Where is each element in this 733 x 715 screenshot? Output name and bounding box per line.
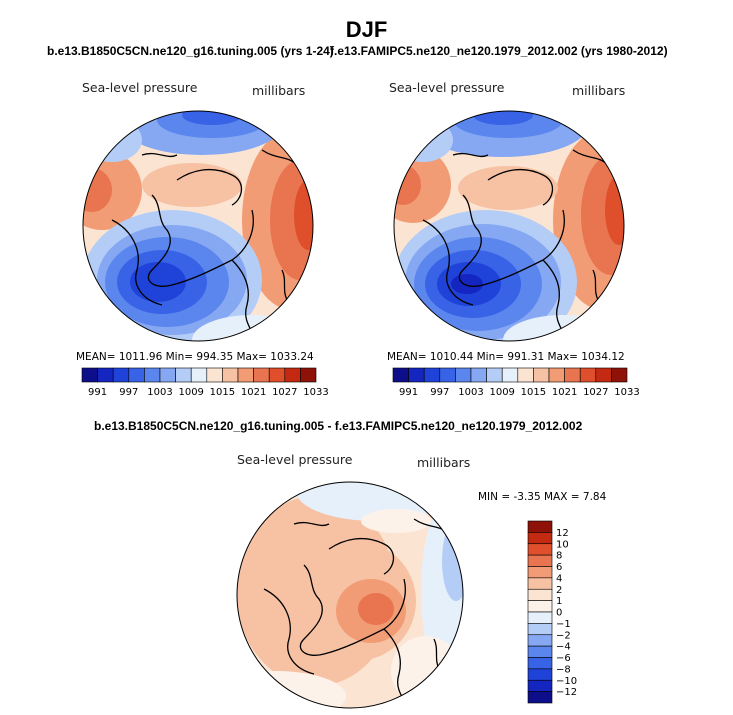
- left-colorbar-tick-label: 1033: [303, 387, 328, 398]
- right-colorbar-box: [470, 367, 487, 383]
- figure-title: DJF: [345, 17, 388, 42]
- diff-colorbar-box: [527, 600, 553, 613]
- left-colorbar-tick-label: 991: [88, 387, 107, 398]
- right-stats: MEAN= 1010.44 Min= 991.31 Max= 1034.12: [387, 351, 625, 363]
- left-variable-label: Sea-level pressure: [82, 80, 198, 95]
- diff-colorbar-box: [527, 657, 553, 670]
- right-colorbar-box: [579, 367, 597, 383]
- right-polar-map: [393, 110, 625, 342]
- right-colorbar-box: [517, 367, 534, 383]
- right-colorbar-box: [408, 367, 425, 383]
- diff-colorbar-tick-label: 0: [556, 608, 562, 619]
- right-colorbar-tick-label: 1003: [458, 387, 483, 398]
- left-colorbar-box: [284, 367, 301, 383]
- diff-colorbar-box: [527, 691, 553, 704]
- left-colorbar-box: [222, 367, 239, 383]
- diff-colorbar-box: [527, 623, 553, 636]
- right-colorbar-tick-label: 1027: [583, 387, 608, 398]
- right-colorbar: 991 997 1003 1009 1015 1021 1027 1033: [392, 367, 640, 398]
- diff-units-label: millibars: [417, 455, 471, 470]
- diff-colorbar-tick-label: 8: [556, 551, 562, 562]
- left-colorbar-box: [81, 367, 98, 383]
- left-colorbar-box: [237, 367, 254, 383]
- right-colorbar-box: [486, 367, 503, 383]
- left-colorbar-box: [300, 367, 317, 383]
- left-colorbar-tick-label: 1015: [210, 387, 235, 398]
- left-colorbar-tick-label: 1027: [272, 387, 297, 398]
- left-colorbar: 991 997 1003 1009 1015 1021 1027 1033: [81, 367, 329, 398]
- diff-colorbar-box: [527, 566, 553, 579]
- diff-variable-label: Sea-level pressure: [237, 452, 353, 467]
- diff-colorbar-box: [527, 588, 553, 601]
- right-panel-title: f.e13.FAMIPC5.ne120_ne120.1979_2012.002 …: [330, 44, 668, 58]
- diff-colorbar-tick-label: −12: [556, 687, 577, 698]
- left-colorbar-tick-label: 997: [119, 387, 138, 398]
- right-colorbar-box: [392, 367, 409, 383]
- right-colorbar-tick-label: 1033: [614, 387, 639, 398]
- left-colorbar-box: [128, 367, 145, 383]
- right-colorbar-box: [423, 367, 441, 383]
- right-colorbar-box: [548, 367, 565, 383]
- right-variable-label: Sea-level pressure: [389, 80, 505, 95]
- diff-colorbar-tick-label: −4: [556, 642, 571, 653]
- diff-colorbar-box: [527, 554, 553, 567]
- diff-colorbar-box: [527, 645, 553, 658]
- diff-colorbar-box: [527, 532, 553, 545]
- diff-colorbar-box: [527, 634, 553, 647]
- right-colorbar-box: [564, 367, 581, 383]
- left-colorbar-box: [253, 367, 270, 383]
- diff-colorbar-tick-label: −6: [556, 653, 571, 664]
- diff-colorbar-tick-label: 10: [556, 539, 569, 550]
- diff-colorbar-box: [527, 543, 553, 556]
- right-units-label: millibars: [572, 83, 626, 98]
- left-colorbar-tick-label: 1021: [241, 387, 266, 398]
- difference-panel-title: b.e13.B1850C5CN.ne120_g16.tuning.005 - f…: [94, 419, 583, 433]
- diff-colorbar-box: [527, 611, 553, 624]
- diff-colorbar-tick-label: −8: [556, 664, 571, 675]
- diff-colorbar-box: [527, 679, 553, 692]
- left-panel-title: b.e13.B1850C5CN.ne120_g16.tuning.005 (yr…: [47, 44, 334, 58]
- diff-colorbar-box: [527, 520, 553, 533]
- right-colorbar-box: [439, 367, 456, 383]
- left-colorbar-tick-label: 1003: [147, 387, 172, 398]
- left-stats: MEAN= 1011.96 Min= 994.35 Max= 1033.24: [76, 351, 314, 363]
- left-colorbar-box: [190, 367, 208, 383]
- left-colorbar-box: [97, 367, 114, 383]
- diff-colorbar-tick-label: −1: [556, 619, 571, 630]
- right-colorbar-box: [595, 367, 612, 383]
- diff-colorbar-tick-label: 2: [556, 585, 562, 596]
- left-colorbar-box: [206, 367, 223, 383]
- left-colorbar-box: [175, 367, 192, 383]
- diff-colorbar-tick-label: −2: [556, 630, 571, 641]
- diff-colorbar-tick-label: 12: [556, 528, 569, 539]
- diff-colorbar-tick-label: 6: [556, 562, 562, 573]
- right-colorbar-tick-label: 991: [399, 387, 418, 398]
- right-colorbar-tick-label: 1009: [489, 387, 514, 398]
- diff-colorbar-tick-label: 1: [556, 596, 562, 607]
- diff-stats: MIN = -3.35 MAX = 7.84: [478, 491, 607, 503]
- right-colorbar-tick-label: 997: [430, 387, 449, 398]
- left-colorbar-tick-label: 1009: [178, 387, 203, 398]
- right-colorbar-box: [611, 367, 628, 383]
- right-colorbar-tick-label: 1021: [552, 387, 577, 398]
- diff-colorbar-box: [527, 577, 553, 590]
- right-colorbar-box: [501, 367, 519, 383]
- left-units-label: millibars: [252, 83, 306, 98]
- left-colorbar-box: [159, 367, 176, 383]
- right-colorbar-tick-label: 1015: [521, 387, 546, 398]
- diff-colorbar-box: [527, 668, 553, 681]
- right-colorbar-box: [533, 367, 550, 383]
- left-colorbar-box: [144, 367, 161, 383]
- diff-colorbar-tick-label: 4: [556, 573, 562, 584]
- left-colorbar-box: [112, 367, 130, 383]
- left-colorbar-box: [268, 367, 286, 383]
- left-polar-map: [82, 110, 314, 342]
- diff-colorbar-tick-label: −10: [556, 676, 577, 687]
- difference-polar-map: [236, 481, 464, 709]
- right-colorbar-box: [455, 367, 472, 383]
